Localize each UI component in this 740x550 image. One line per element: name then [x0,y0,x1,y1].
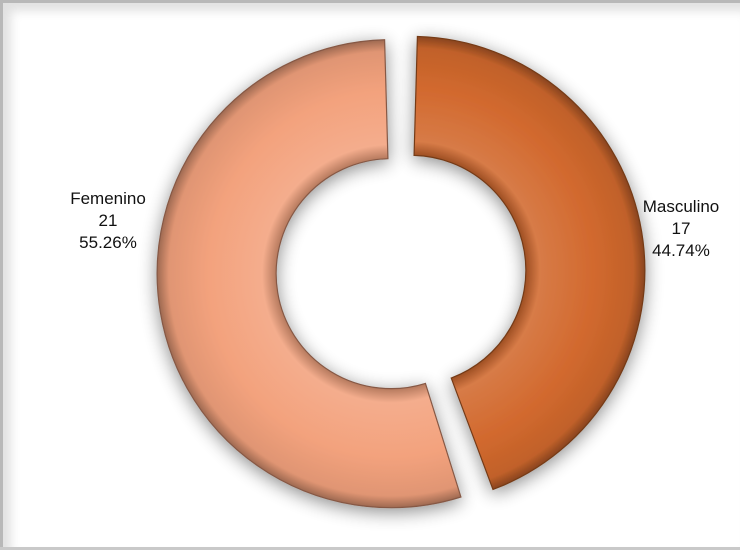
slice-label-masculino: Masculino 17 44.74% [631,196,731,262]
slice-label-femenino: Femenino 21 55.26% [58,188,158,254]
slice-masculino [413,35,646,491]
slice-femenino [156,39,462,509]
slice-name: Masculino [642,197,720,216]
slice-percent: 44.74% [652,241,710,260]
slice-percent: 55.26% [79,233,137,252]
donut-chart [156,35,646,509]
slice-value: 21 [98,211,118,230]
slice-name: Femenino [70,189,146,208]
slice-value: 17 [671,219,691,238]
